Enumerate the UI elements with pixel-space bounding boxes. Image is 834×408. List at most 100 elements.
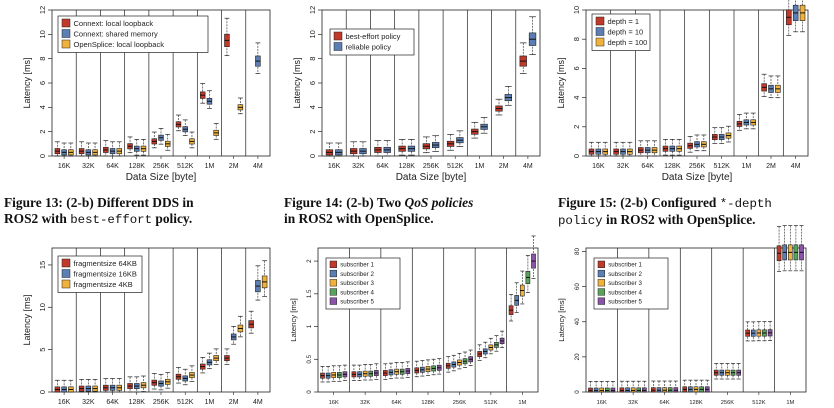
x-tick-label: 64K bbox=[106, 399, 119, 406]
box-subscriber-5 bbox=[642, 387, 647, 393]
x-tick-label: 16K bbox=[329, 400, 339, 406]
legend-swatch bbox=[329, 297, 337, 305]
legend-box bbox=[325, 257, 401, 310]
y-tick-label: 8 bbox=[308, 57, 317, 61]
caption-15-line1: (2-b) Configured bbox=[620, 195, 720, 210]
y-axis-label: Latency [ms] bbox=[22, 57, 32, 108]
legend-swatch bbox=[597, 279, 605, 287]
x-tick-label: 256K bbox=[153, 163, 170, 170]
x-tick-label: 1M bbox=[786, 400, 794, 406]
x-tick-label: 1M bbox=[205, 399, 215, 406]
legend-label: best-effort policy bbox=[346, 32, 401, 41]
legend-label: fragmentsize 4KB bbox=[74, 280, 133, 289]
legend-label: Connext: shared memory bbox=[74, 30, 158, 39]
x-tick-label: 32K bbox=[360, 400, 370, 406]
x-tick-label: 4M bbox=[253, 163, 263, 170]
y-tick-label: 80 bbox=[574, 248, 581, 255]
x-tick-label: 16K bbox=[58, 399, 71, 406]
x-tick-label: 1M bbox=[518, 400, 526, 406]
caption-14-line1: (2-b) Two bbox=[346, 195, 405, 210]
caption-14-em: QoS policies bbox=[404, 195, 474, 210]
legend-swatch bbox=[329, 269, 337, 278]
box-subscriber-2 bbox=[625, 387, 630, 393]
y-tick-label: 10 bbox=[38, 303, 47, 311]
x-tick-label: 256K bbox=[721, 400, 734, 406]
x-tick-label: 64K bbox=[106, 163, 119, 170]
box-subscriber-1 bbox=[619, 387, 625, 393]
caption-14-label: Figure 14: bbox=[284, 195, 343, 210]
chart-2: 0 2 4 6 8 10 12 Latency [ms] 16K 32K 64K 128K 256K 51… bbox=[292, 6, 541, 183]
chart-1: 0 2 4 6 8 10 12 Latency [ms] 16K 32K 64K 128K 256K 51… bbox=[22, 6, 271, 183]
legend-swatch bbox=[595, 27, 605, 36]
legend-label: subscriber 3 bbox=[340, 280, 374, 287]
caption-13-line1: (2-b) Different DDS in bbox=[66, 195, 194, 210]
y-tick-label: 1 bbox=[306, 324, 313, 328]
legend-label: subscriber 1 bbox=[608, 262, 642, 269]
x-tick-label: 128K bbox=[399, 163, 416, 170]
legend-swatch bbox=[333, 42, 343, 51]
legend-swatch bbox=[61, 269, 71, 278]
legend-swatch bbox=[595, 37, 605, 47]
chart-5: 0 0.5 1 1.5 2 Latency [ms] 16K 32K 64K 128K 256K 51… bbox=[289, 235, 539, 406]
legend-box bbox=[57, 255, 143, 293]
y-tick-label: 60 bbox=[574, 283, 581, 290]
caption-13-line2-end: policy. bbox=[152, 211, 193, 226]
x-tick-label: 512K bbox=[177, 163, 194, 170]
y-tick-label: 8 bbox=[572, 37, 581, 41]
chart-4: 0 5 10 15 Latency [ms] 16K 32K 64K 128K 256K 512K 1… bbox=[22, 247, 271, 406]
x-tick-label: 2M bbox=[229, 163, 239, 170]
x-tick-label: 32K bbox=[617, 163, 630, 170]
box-subscriber-2 bbox=[593, 387, 599, 393]
caption-13-line2: ROS2 with bbox=[4, 211, 71, 226]
y-tick-label: 10 bbox=[572, 6, 581, 14]
x-tick-label: 32K bbox=[82, 163, 95, 170]
x-tick-label: 512K bbox=[447, 163, 464, 170]
y-tick-label: 6 bbox=[38, 81, 47, 85]
legend-label: subscriber 2 bbox=[608, 271, 642, 278]
legend-swatch bbox=[597, 269, 605, 278]
y-axis-label: Latency [ms] bbox=[556, 57, 566, 108]
y-tick-label: 5 bbox=[38, 348, 47, 352]
x-tick-label: 32K bbox=[82, 399, 95, 406]
chart-3: 0 2 4 6 8 10 Latency [ms] 16K 32K 64K 128K 256K 512K… bbox=[556, 0, 809, 183]
x-tick-label: 1M bbox=[741, 163, 751, 170]
legend-label: subscriber 5 bbox=[340, 299, 374, 306]
y-tick-label: 6 bbox=[572, 66, 581, 70]
caption-15-label: Figure 15: bbox=[558, 195, 617, 210]
y-tick-label: 0 bbox=[38, 390, 47, 394]
legend: fragmentsize 64KB fragmentsize 16KBfragme… bbox=[57, 255, 143, 293]
legend-swatch bbox=[329, 260, 337, 268]
x-tick-label: 128K bbox=[421, 400, 434, 406]
y-tick-label: 0 bbox=[308, 154, 317, 158]
y-tick-label: 4 bbox=[308, 105, 317, 109]
legend-label: fragmentsize 64KB bbox=[74, 259, 137, 268]
legend-swatch bbox=[597, 260, 605, 268]
x-tick-label: 256K bbox=[423, 163, 440, 170]
legend-box bbox=[593, 257, 669, 310]
x-tick-label: 4M bbox=[253, 399, 263, 406]
y-tick-label: 2 bbox=[38, 130, 47, 134]
y-tick-label: 8 bbox=[38, 57, 47, 61]
caption-15-code2: policy bbox=[558, 214, 603, 228]
y-tick-label: 20 bbox=[574, 353, 581, 360]
legend-label: depth = 10 bbox=[608, 28, 644, 37]
x-tick-label: 2M bbox=[229, 399, 239, 406]
legend-label: reliable policy bbox=[346, 43, 392, 52]
x-tick-label: 64K bbox=[392, 400, 402, 406]
x-tick-label: 256K bbox=[153, 399, 170, 406]
x-tick-label: 128K bbox=[129, 399, 146, 406]
legend-swatch bbox=[329, 288, 337, 296]
y-axis-label: Latency [ms] bbox=[557, 298, 566, 342]
legend: best-effort policy reliable policy bbox=[329, 28, 415, 56]
y-tick-label: 2 bbox=[572, 125, 581, 129]
y-tick-label: 2 bbox=[308, 130, 317, 134]
y-tick-label: 1.5 bbox=[306, 289, 313, 298]
x-axis-label: Data Size [byte] bbox=[662, 172, 733, 183]
legend-swatch bbox=[61, 29, 71, 38]
x-tick-label: 64K bbox=[641, 163, 654, 170]
legend-swatch bbox=[61, 18, 71, 28]
legend-swatch bbox=[597, 288, 605, 296]
x-tick-label: 2M bbox=[499, 163, 509, 170]
x-tick-label: 512K bbox=[484, 400, 497, 406]
